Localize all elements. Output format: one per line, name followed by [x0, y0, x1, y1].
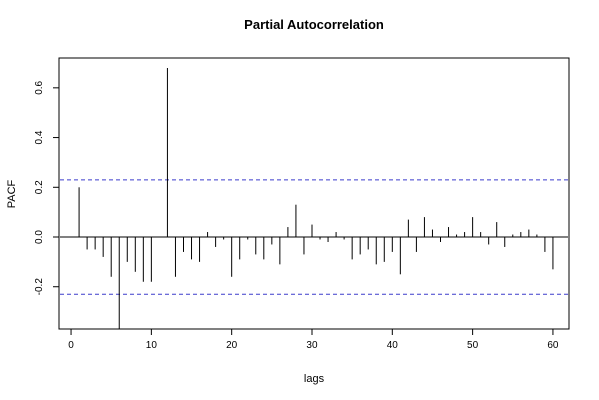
chart-title: Partial Autocorrelation: [244, 17, 384, 32]
x-axis-title: lags: [304, 373, 325, 385]
x-tick-label: 50: [467, 340, 479, 351]
y-tick-label: 0.0: [34, 230, 45, 244]
x-tick-label: 30: [306, 340, 318, 351]
y-axis-title: PACF: [6, 179, 18, 208]
x-tick-label: 0: [68, 340, 74, 351]
y-tick-label: 0.4: [34, 130, 45, 144]
plot-layer: [60, 67, 568, 329]
x-tick-label: 20: [226, 340, 238, 351]
y-axis: -0.2 0.0 0.2 0.4 0.6: [34, 80, 60, 296]
y-tick-label: -0.2: [34, 278, 45, 296]
x-axis: 0 10 20 30 40 50 60: [68, 328, 559, 351]
plot-frame: [58, 57, 570, 330]
x-tick-label: 10: [146, 340, 158, 351]
y-tick-label: 0.2: [34, 180, 45, 194]
x-tick-label: 60: [547, 340, 559, 351]
y-tick-label: 0.6: [34, 80, 45, 94]
x-tick-label: 40: [387, 340, 399, 351]
